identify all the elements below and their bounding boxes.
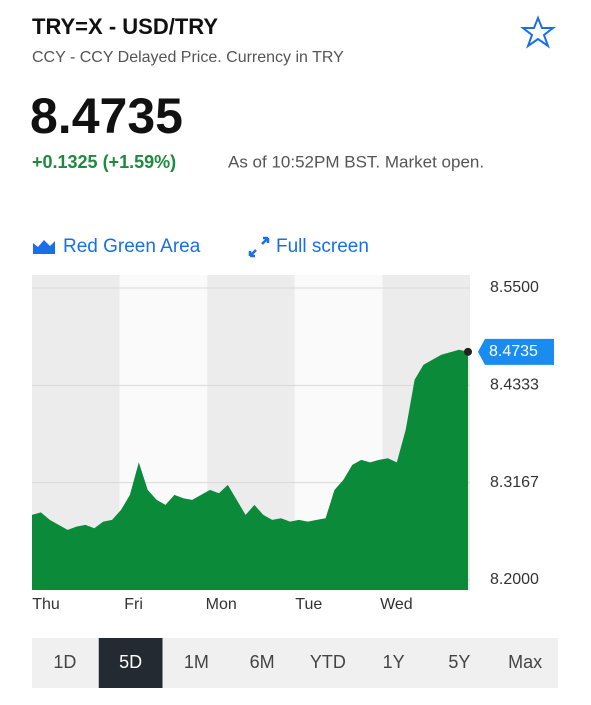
subtitle: CCY - CCY Delayed Price. Currency in TRY: [32, 49, 344, 66]
as-of: As of 10:52PM BST. Market open.: [228, 152, 484, 171]
price-area: [32, 349, 468, 590]
y-tick-label: 8.4333: [490, 377, 539, 394]
chart-type-link[interactable]: Red Green Area: [63, 236, 201, 257]
last-point: [464, 347, 472, 356]
title: TRY=X - USD/TRY: [32, 14, 218, 39]
price-pill-label: 8.4735: [489, 343, 538, 360]
x-tick-label: Tue: [295, 596, 322, 613]
fullscreen-icon[interactable]: [248, 236, 270, 258]
range-button[interactable]: Max: [508, 652, 542, 672]
area-icon[interactable]: [33, 240, 55, 254]
range-button-selected[interactable]: [98, 638, 163, 688]
range-button[interactable]: 5D: [119, 652, 142, 672]
star-icon[interactable]: [520, 15, 556, 49]
range-button[interactable]: YTD: [310, 652, 346, 672]
range-button[interactable]: 1M: [184, 652, 209, 672]
range-button[interactable]: 1D: [53, 652, 76, 672]
price: 8.4735: [30, 88, 183, 144]
range-button[interactable]: 5Y: [448, 652, 470, 672]
x-tick-label: Mon: [206, 596, 237, 613]
y-tick-label: 8.2000: [490, 571, 539, 588]
change: +0.1325 (+1.59%): [32, 152, 176, 172]
y-tick-label: 8.5500: [490, 279, 539, 296]
x-tick-label: Fri: [124, 596, 143, 613]
range-button[interactable]: 1Y: [383, 652, 405, 672]
y-tick-label: 8.3167: [490, 474, 539, 491]
full-screen-link[interactable]: Full screen: [276, 236, 369, 257]
range-button[interactable]: 6M: [250, 652, 275, 672]
x-tick-label: Wed: [380, 596, 413, 613]
x-tick-label: Thu: [32, 596, 60, 613]
price-pill: [478, 338, 554, 365]
